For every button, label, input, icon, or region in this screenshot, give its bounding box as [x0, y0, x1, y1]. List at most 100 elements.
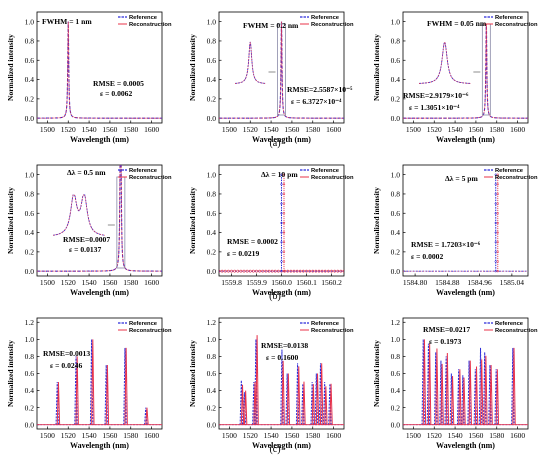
y-tick-label: 1.0 [207, 17, 217, 26]
plot-area [219, 335, 344, 426]
reconstruction-marker [219, 269, 221, 273]
series-marker [496, 231, 499, 234]
legend-reconstruction-label: Reconstruction [129, 328, 172, 334]
legend-reference-label: Reference [129, 168, 158, 174]
y-tick-label: 0.8 [391, 190, 401, 199]
y-axis-label: Normalized intensity [372, 34, 381, 101]
series-marker [496, 173, 499, 176]
y-tick-label: 0.2 [207, 94, 217, 103]
y-tick-label: 0.4 [25, 386, 35, 395]
zoom-box [277, 23, 286, 116]
y-tick-label: 0.6 [207, 56, 217, 65]
series-marker [496, 241, 499, 244]
reconstruction-marker [289, 269, 293, 273]
row-label: (c) [269, 444, 280, 455]
y-axis-label: Normalized intensity [188, 34, 197, 101]
x-tick-label: 1600 [510, 431, 525, 440]
reconstruction-series-peak [435, 348, 439, 425]
x-tick-label: 1585.04 [500, 278, 525, 287]
annotation: Δλ = 0.5 nm [67, 168, 106, 177]
y-tick-label: 0.6 [391, 56, 401, 65]
x-axis-label: Wavelength (nm) [252, 441, 311, 450]
y-tick-label: 0.8 [207, 352, 217, 361]
inset-reconstruction-curve [418, 40, 471, 84]
reconstruction-series-peak [462, 377, 466, 425]
series-marker [282, 231, 286, 234]
reconstruction-marker [298, 269, 302, 273]
y-tick-label: 1.0 [391, 17, 401, 26]
y-axis-label: Normalized intensity [372, 340, 381, 407]
x-tick-label: 1520 [61, 431, 76, 440]
y-tick-label: 0.6 [25, 209, 35, 218]
reconstruction-series-peak [329, 383, 333, 425]
x-tick-label: 1600 [326, 125, 341, 134]
plot-frame [36, 11, 163, 124]
y-tick-label: 0.2 [391, 94, 401, 103]
y-axis-label: Normalized intensity [188, 187, 197, 254]
x-tick-label: 1559.9 [246, 278, 267, 287]
series-marker [280, 192, 283, 196]
y-tick-label: 0.4 [207, 75, 217, 84]
reconstruction-series-peak [495, 369, 500, 425]
series-marker [282, 221, 286, 225]
x-tick-label: 1520 [61, 278, 76, 287]
y-tick-label: 0.0 [391, 267, 401, 276]
plot-area [403, 173, 528, 273]
x-tick-label: 1580 [489, 125, 504, 134]
series-marker [282, 270, 286, 273]
y-tick-label: 1.0 [25, 17, 35, 26]
y-axis-label: Normalized intensity [188, 340, 197, 407]
reconstruction-marker [317, 269, 321, 273]
y-tick-label: 0.0 [207, 114, 217, 123]
reconstruction-series-peak [240, 384, 245, 425]
series-marker [282, 202, 286, 205]
x-tick-label: 1560 [284, 431, 299, 440]
series-marker [282, 250, 286, 254]
series-marker [280, 231, 283, 234]
y-tick-label: 0.0 [25, 420, 35, 429]
zoom-box [116, 176, 126, 269]
reconstruction-marker [276, 269, 280, 273]
y-tick-label: 0.6 [391, 209, 401, 218]
y-tick-label: 0.4 [207, 228, 217, 237]
chart-panel-a1: 0.0 0.2 0.4 0.6 0.8 1.0 1500 1520 1540 1560 1580 16… [6, 11, 172, 144]
x-tick-label: 1560.0 [271, 278, 292, 287]
x-tick-label: 1520 [243, 431, 258, 440]
legend-reference-label: Reference [311, 321, 340, 327]
chart-panel-b1: 0.0 0.2 0.4 0.6 0.8 1.0 1500 1520 1540 1560 1580 16… [6, 164, 172, 297]
plot-frame [402, 164, 529, 277]
x-tick-label: 1500 [40, 278, 55, 287]
series-marker [496, 192, 499, 196]
x-tick-label: 1584.88 [435, 278, 460, 287]
x-tick-label: 1540 [82, 278, 97, 287]
reconstruction-marker [292, 269, 296, 273]
y-tick-label: 0.6 [391, 369, 401, 378]
legend-reconstruction-label: Reconstruction [495, 22, 538, 28]
row-label: (a) [269, 138, 280, 149]
annotation: FWHM = 0.05 nm [427, 19, 487, 28]
reconstruction-series-peak [75, 356, 79, 425]
y-tick-label: 0.0 [207, 420, 217, 429]
series-marker [280, 260, 283, 263]
reconstruction-series-peak [255, 335, 259, 425]
y-tick-label: 1.2 [207, 318, 217, 327]
reconstruction-marker [330, 269, 333, 273]
reconstruction-marker [339, 269, 343, 273]
y-tick-label: 1.0 [207, 335, 217, 344]
reference-series-peak [314, 373, 319, 425]
annotation: ε = 1.3051×10⁻⁴ [409, 103, 460, 112]
reconstruction-marker [301, 269, 305, 273]
series-marker [282, 212, 286, 215]
x-tick-label: 1560 [102, 278, 117, 287]
y-tick-label: 0.6 [25, 56, 35, 65]
x-tick-label: 1600 [144, 278, 159, 287]
legend-reference-label: Reference [129, 15, 158, 21]
series-marker [280, 173, 283, 176]
reconstruction-marker [342, 269, 344, 273]
y-tick-label: 0.8 [25, 190, 35, 199]
y-tick-label: 1.0 [25, 335, 35, 344]
reconstruction-marker [258, 269, 262, 273]
x-tick-label: 1560 [468, 125, 483, 134]
reconstruction-marker [336, 269, 340, 273]
